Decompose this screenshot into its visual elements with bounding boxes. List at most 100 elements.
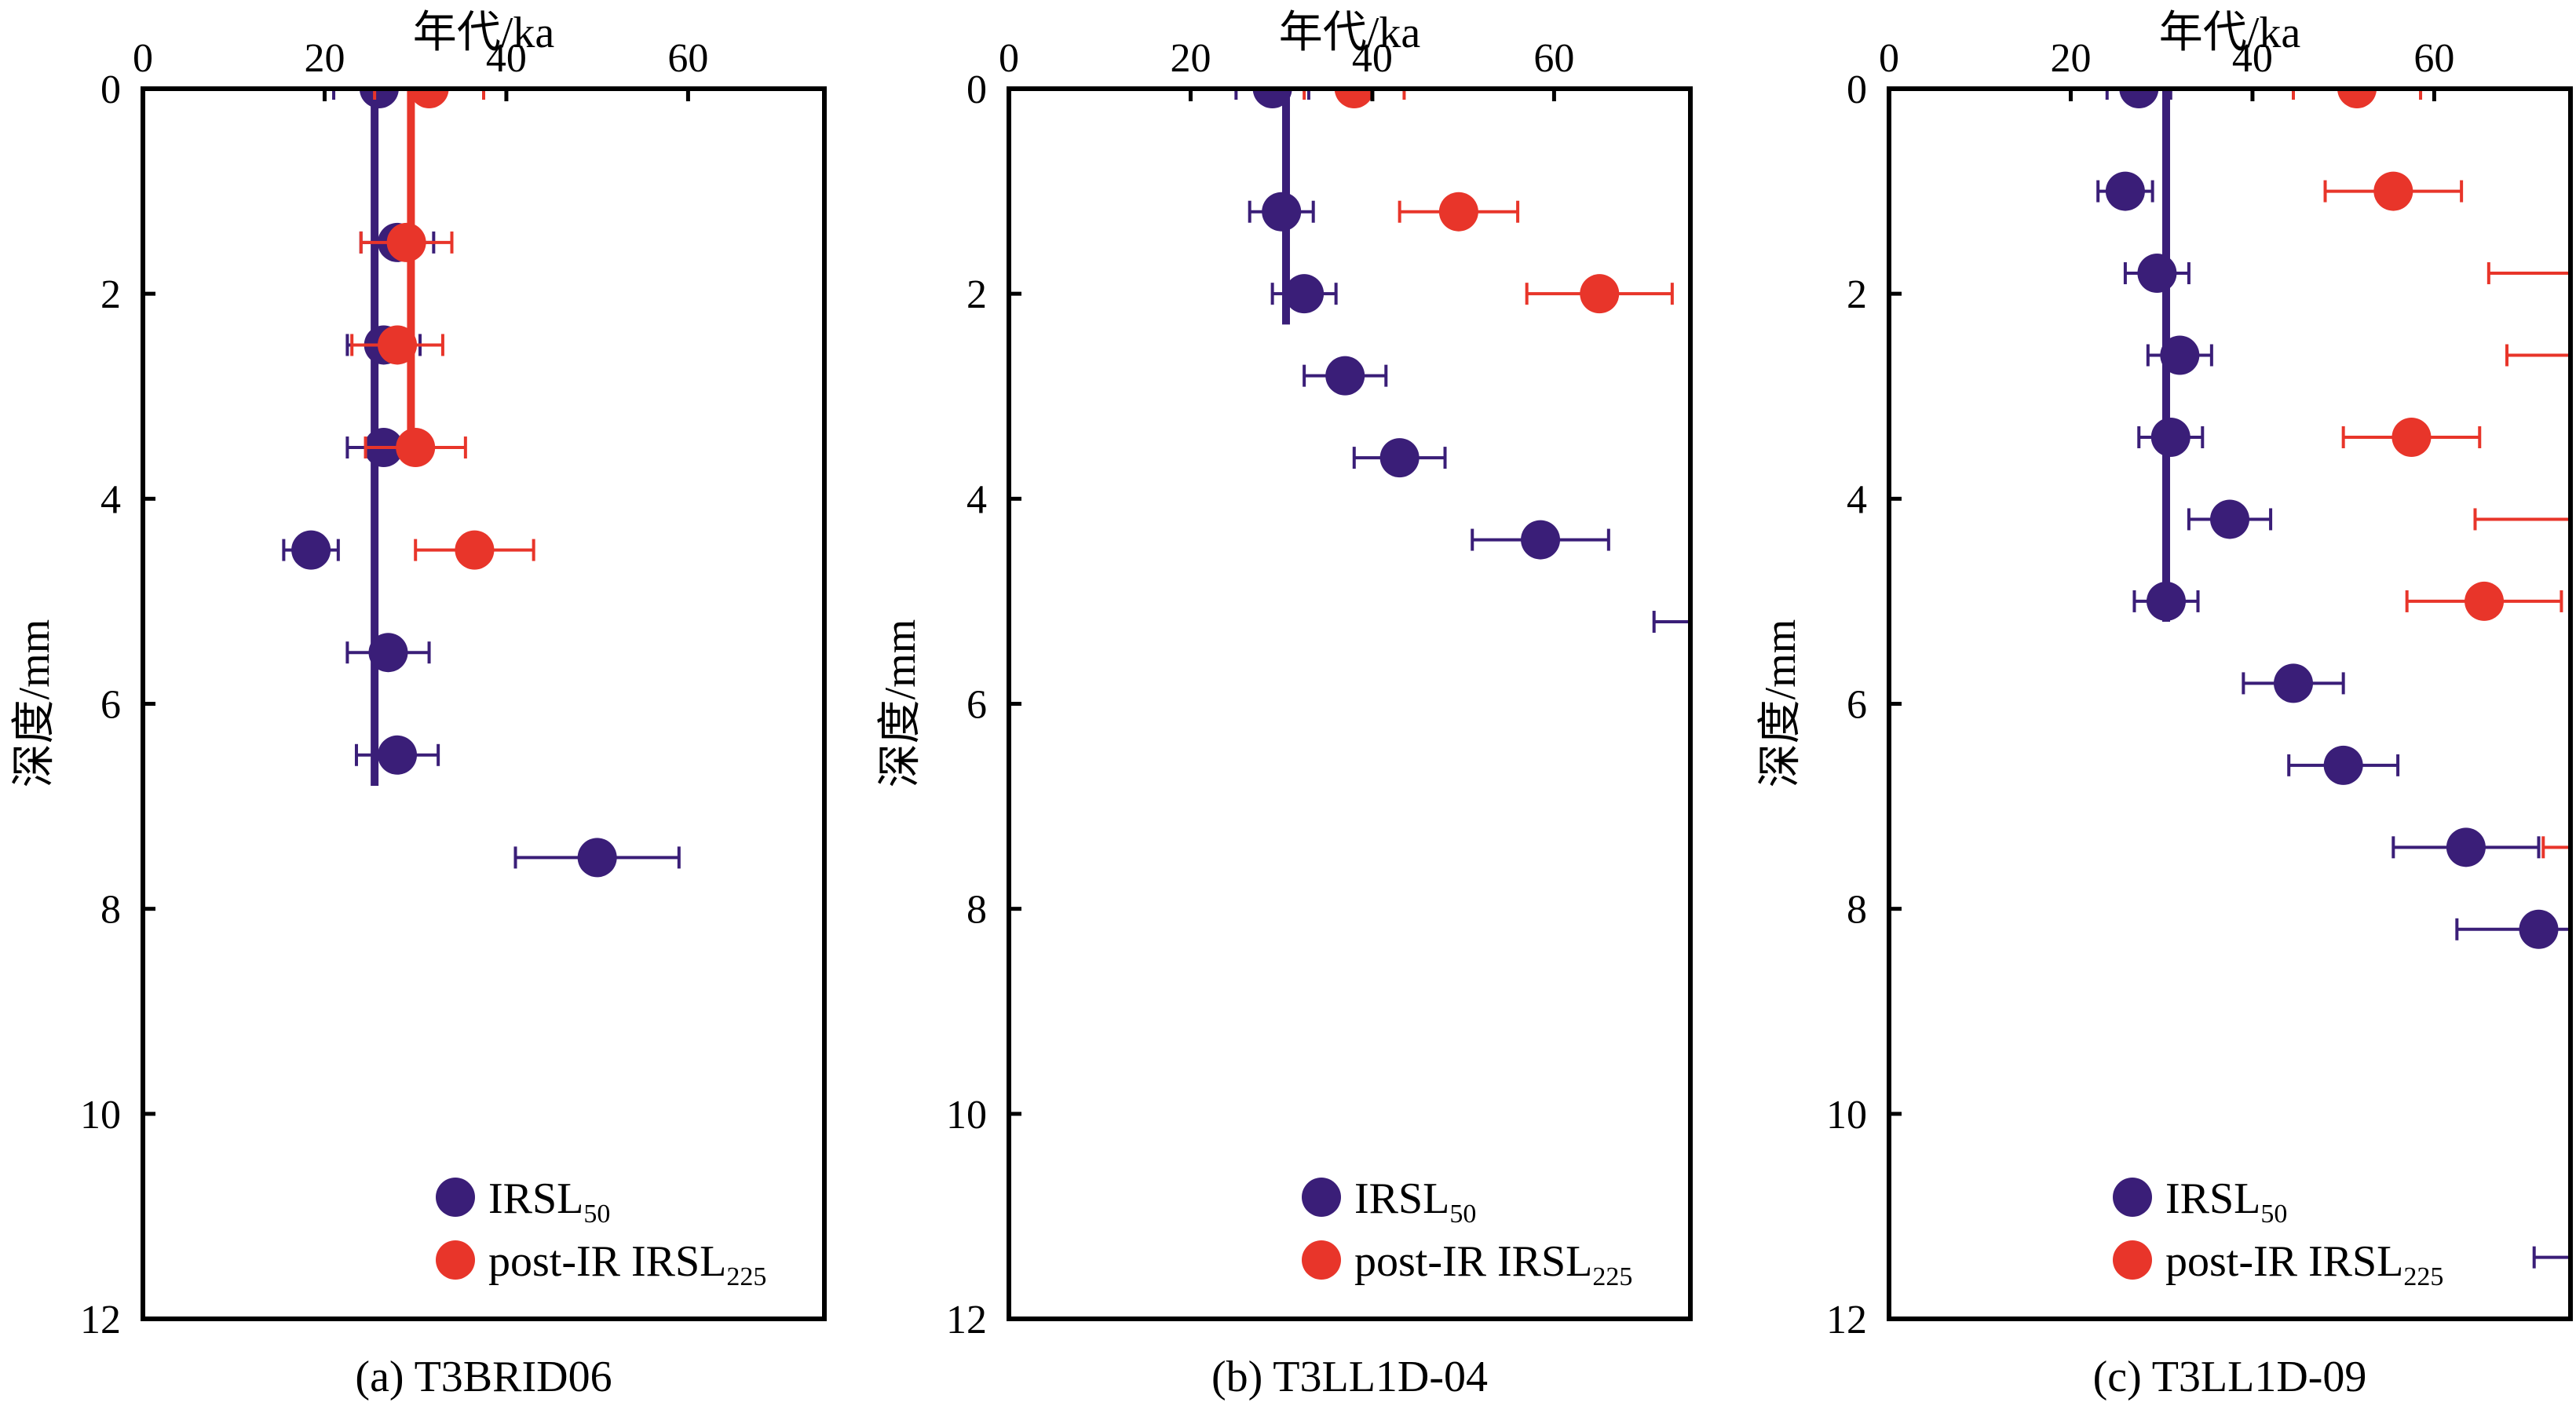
axes-layer: 0 20 40 60 0 2 4 6 8 10 12 <box>1826 36 2573 1342</box>
y-tick-label: 12 <box>946 1298 987 1342</box>
data-point <box>1438 192 1478 232</box>
data-point <box>396 428 436 468</box>
chart-panel-c: 0 20 40 60 0 2 4 6 8 10 12 年代/ka 深度/mm (c) T3LL1D-… <box>1756 9 2573 1401</box>
data-point <box>1252 89 1292 108</box>
chart-panel-b: 0 20 40 60 0 2 4 6 8 10 12 年代/ka 深度/mm (b) T3LL1D-… <box>876 9 1746 1401</box>
x-axis-label: 年代/ka <box>413 9 555 57</box>
data-point <box>455 530 495 570</box>
y-tick-label: 0 <box>100 68 121 112</box>
data-point <box>368 633 408 673</box>
plot-frame <box>1887 86 2573 1321</box>
data-point <box>291 530 331 570</box>
data-point <box>2137 254 2177 294</box>
legend-marker-postir <box>2113 1240 2152 1280</box>
data-point <box>2119 89 2159 108</box>
plot-frame <box>1007 86 1693 1321</box>
y-tick-label: 2 <box>966 272 987 317</box>
axes-layer: 0 20 40 60 0 2 4 6 8 10 12 <box>80 36 827 1342</box>
plot-area <box>2096 89 2571 1269</box>
y-tick-label: 0 <box>1847 68 1867 112</box>
x-tick-label: 60 <box>667 36 708 81</box>
data-point <box>2274 663 2314 703</box>
data-point <box>1284 274 1325 314</box>
data-point <box>2146 581 2186 621</box>
data-point <box>2323 745 2363 785</box>
y-axis-label: 深度/mm <box>876 619 925 788</box>
x-tick-label: 20 <box>1170 36 1211 81</box>
data-point <box>1379 438 1420 478</box>
y-tick-label: 4 <box>966 477 987 522</box>
y-tick-label: 2 <box>1847 272 1867 317</box>
legend-label-irsl50: IRSL50 <box>1354 1174 1476 1229</box>
legend-label-irsl50: IRSL50 <box>488 1174 610 1229</box>
y-tick-label: 12 <box>1826 1298 1867 1342</box>
legend-marker-postir <box>1302 1240 1341 1280</box>
y-tick-label: 2 <box>100 272 121 317</box>
data-point <box>2160 335 2200 375</box>
legend-label-irsl50: IRSL50 <box>2165 1174 2287 1229</box>
legend-label-postir: post-IR IRSL225 <box>488 1237 766 1291</box>
data-point <box>1325 356 1365 396</box>
plot-area <box>282 89 681 878</box>
y-tick-label: 8 <box>100 888 121 933</box>
x-tick-label: 0 <box>999 36 1019 81</box>
y-tick-label: 10 <box>1826 1093 1867 1138</box>
data-point <box>1521 520 1561 560</box>
x-tick-label: 0 <box>1879 36 1899 81</box>
panel-caption: (b) T3LL1D-04 <box>1211 1353 1488 1401</box>
plot-area <box>1234 89 1746 641</box>
legend-label-postir: post-IR IRSL225 <box>1354 1237 1632 1291</box>
legend-marker-irsl50 <box>436 1178 475 1217</box>
axes-layer: 0 20 40 60 0 2 4 6 8 10 12 <box>946 36 1693 1342</box>
legend-marker-irsl50 <box>1302 1178 1341 1217</box>
data-point <box>1334 89 1374 108</box>
data-point <box>1262 192 1302 232</box>
chart-panel-a: 0 20 40 60 0 2 4 6 8 10 12 年代/ka 深度/mm (a) T3BRID0… <box>10 9 827 1401</box>
data-point <box>378 735 418 775</box>
data-point <box>2519 909 2559 949</box>
data-point <box>2373 171 2413 211</box>
legend-marker-postir <box>436 1240 475 1280</box>
data-point <box>2391 417 2432 457</box>
x-tick-label: 40 <box>1352 36 1393 81</box>
y-tick-label: 4 <box>100 477 121 522</box>
data-point <box>577 838 617 878</box>
y-tick-label: 12 <box>80 1298 121 1342</box>
x-tick-label: 0 <box>133 36 153 81</box>
plot-frame <box>141 86 827 1321</box>
data-point <box>409 89 449 108</box>
x-axis-label: 年代/ka <box>1279 9 1421 57</box>
y-tick-label: 10 <box>946 1093 987 1138</box>
y-tick-label: 10 <box>80 1093 121 1138</box>
y-tick-label: 0 <box>966 68 987 112</box>
y-tick-label: 6 <box>966 683 987 728</box>
legend: IRSL50 post-IR IRSL225 <box>436 1174 766 1291</box>
x-tick-label: 60 <box>1533 36 1574 81</box>
x-tick-label: 20 <box>2050 36 2091 81</box>
legend: IRSL50 post-IR IRSL225 <box>2113 1174 2443 1291</box>
data-point <box>2465 581 2505 621</box>
legend-marker-irsl50 <box>2113 1178 2152 1217</box>
y-tick-label: 6 <box>1847 683 1867 728</box>
data-point <box>378 325 418 365</box>
x-tick-label: 20 <box>304 36 345 81</box>
x-tick-label: 40 <box>486 36 527 81</box>
panel-caption: (a) T3BRID06 <box>355 1353 612 1401</box>
y-axis-label: 深度/mm <box>1756 619 1805 788</box>
legend: IRSL50 post-IR IRSL225 <box>1302 1174 1632 1291</box>
data-point <box>1707 602 1746 641</box>
data-point <box>2446 827 2486 867</box>
data-point <box>2337 89 2377 108</box>
data-point <box>2150 417 2191 457</box>
x-tick-label: 40 <box>2232 36 2273 81</box>
y-tick-label: 8 <box>966 888 987 933</box>
data-point <box>386 222 426 262</box>
data-point <box>1580 274 1620 314</box>
data-point <box>359 89 399 108</box>
data-point <box>2210 499 2249 539</box>
y-tick-label: 8 <box>1847 888 1867 933</box>
y-axis-label: 深度/mm <box>10 619 59 788</box>
y-tick-label: 4 <box>1847 477 1867 522</box>
x-axis-label: 年代/ka <box>2159 9 2301 57</box>
data-point <box>2105 171 2145 211</box>
